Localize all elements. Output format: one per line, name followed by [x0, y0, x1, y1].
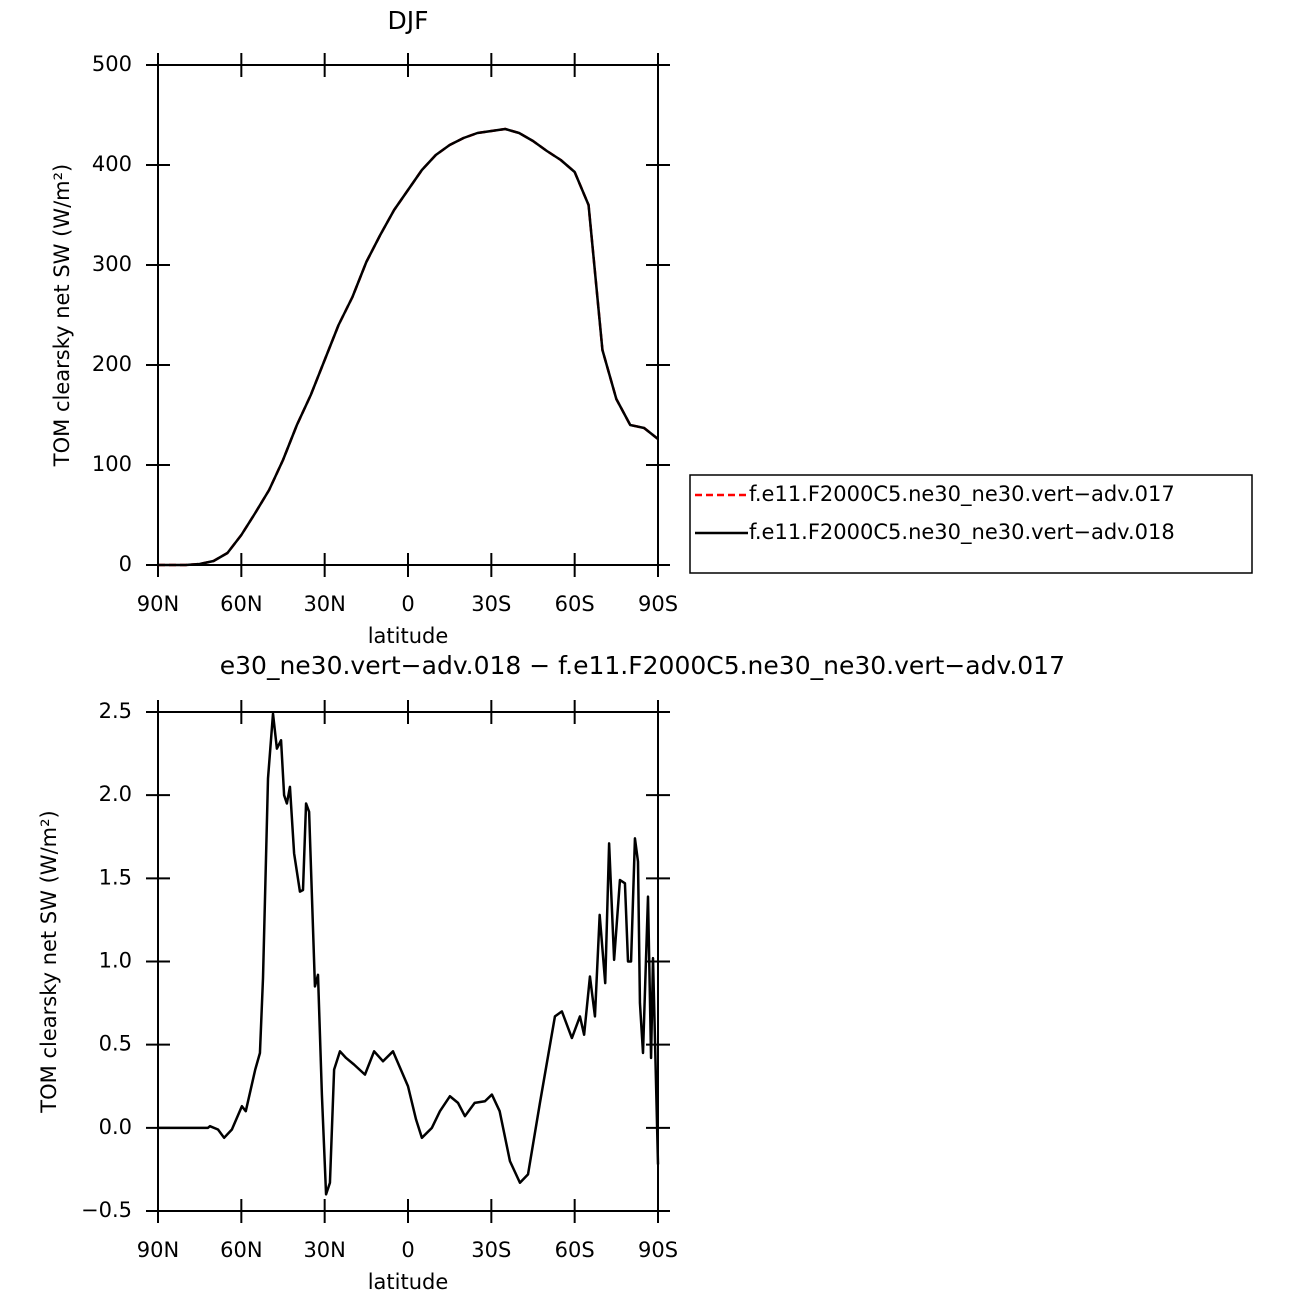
y-tick-label: 0	[119, 552, 132, 576]
x-tick-label: 90S	[638, 1238, 678, 1262]
x-tick-label: 60S	[555, 592, 595, 616]
x-tick-label: 0	[401, 592, 414, 616]
x-tick-label: 30S	[471, 1238, 511, 1262]
y-tick-label: 300	[92, 252, 132, 276]
legend-box	[689, 474, 1253, 574]
x-tick-label: 90N	[137, 592, 179, 616]
y-tick-label: 100	[92, 452, 132, 476]
x-tick-label: 30N	[303, 592, 345, 616]
x-axis-label: latitude	[368, 624, 449, 648]
y-tick-label: 1.0	[99, 949, 132, 973]
x-tick-label: 90N	[137, 1238, 179, 1262]
y-tick-label: 0.0	[99, 1115, 132, 1139]
chart-title: e30_ne30.vert−adv.018 − f.e11.F2000C5.ne…	[220, 651, 1065, 680]
legend-label: f.e11.F2000C5.ne30_ne30.vert−adv.017	[749, 482, 1175, 507]
chart-title: DJF	[387, 6, 428, 35]
x-tick-label: 30S	[471, 592, 511, 616]
y-tick-label: 2.5	[99, 699, 132, 723]
plot-frame	[157, 64, 659, 566]
x-axis-label: latitude	[368, 1270, 449, 1294]
y-tick-label: 1.5	[99, 865, 132, 889]
y-tick-label: 400	[92, 152, 132, 176]
x-tick-label: 90S	[638, 592, 678, 616]
data-line	[158, 127, 659, 567]
y-tick-label: 0.5	[99, 1032, 132, 1056]
plot-frame	[157, 711, 659, 1212]
y-tick-label: 200	[92, 352, 132, 376]
x-tick-label: 60N	[220, 592, 262, 616]
legend-label: f.e11.F2000C5.ne30_ne30.vert−adv.018	[749, 520, 1175, 545]
y-axis-label: TOM clearsky net SW (W/m²)	[37, 810, 61, 1113]
data-line	[158, 712, 660, 1196]
y-tick-label: 500	[92, 52, 132, 76]
x-tick-label: 60S	[555, 1238, 595, 1262]
y-tick-label: −0.5	[81, 1198, 132, 1222]
x-tick-label: 0	[401, 1238, 414, 1262]
y-tick-label: 2.0	[99, 782, 132, 806]
x-tick-label: 60N	[220, 1238, 262, 1262]
x-tick-label: 30N	[303, 1238, 345, 1262]
y-axis-label: TOM clearsky net SW (W/m²)	[50, 164, 74, 467]
